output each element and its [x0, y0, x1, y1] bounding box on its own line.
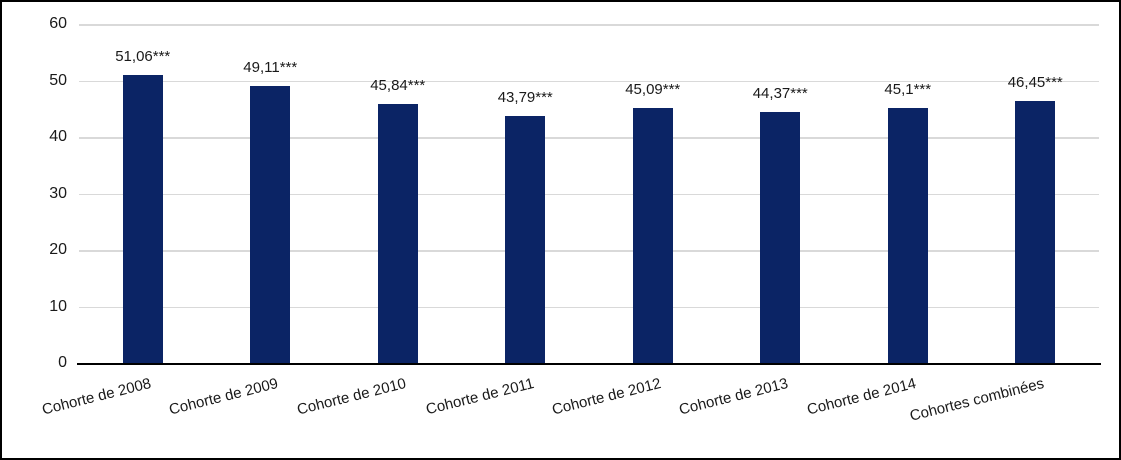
- y-tick-label: 10: [49, 297, 67, 315]
- x-tick-label: Cohorte de 2010: [295, 375, 408, 419]
- y-tick-label: 40: [49, 128, 67, 145]
- bar-Cohorte de 2011: [505, 115, 546, 363]
- bar-Cohorte de 2012: [632, 108, 673, 363]
- gridline-y-40: [79, 137, 1099, 139]
- y-tick-label: 60: [49, 15, 67, 32]
- y-tick-label: 20: [49, 241, 67, 258]
- x-tick-label: Cohorte de 2008: [40, 375, 153, 419]
- data-label: 43,79***: [497, 88, 553, 106]
- x-tick-label: Cohorte de 2011: [423, 375, 536, 419]
- bar-Cohorte de 2009: [250, 85, 291, 363]
- data-label: 44,37***: [752, 85, 808, 103]
- data-label: 51,06***: [115, 47, 171, 65]
- gridline-y-20: [79, 250, 1099, 252]
- y-tick-label: 50: [49, 71, 67, 89]
- y-tick-label: 30: [49, 184, 67, 202]
- gridline-y-10: [79, 306, 1099, 308]
- x-tick-label: Cohortes combinées: [907, 375, 1046, 425]
- bar-Cohorte de 2014: [887, 108, 928, 363]
- bar-Cohorte de 2010: [377, 104, 418, 363]
- bar-Cohortes combinées: [1015, 100, 1056, 363]
- data-label: 49,11***: [243, 58, 298, 76]
- y-tick-label: 0: [58, 354, 67, 371]
- bar-Cohorte de 2008: [122, 74, 163, 363]
- data-label: 45,1***: [884, 81, 932, 99]
- gridline-y-60: [79, 24, 1099, 26]
- x-tick-label: Cohorte de 2014: [805, 375, 918, 419]
- data-label: 46,45***: [1007, 73, 1063, 91]
- bar-Cohorte de 2013: [760, 112, 801, 363]
- gridline-y-30: [79, 193, 1099, 195]
- x-tick-label: Cohorte de 2013: [677, 375, 791, 419]
- data-label: 45,09***: [625, 81, 681, 99]
- gridline-y-50: [79, 80, 1099, 82]
- x-axis-line: [77, 363, 1101, 365]
- x-tick-label: Cohorte de 2009: [167, 375, 281, 419]
- data-label: 45,84***: [370, 77, 426, 94]
- x-tick-label: Cohorte de 2012: [550, 375, 663, 419]
